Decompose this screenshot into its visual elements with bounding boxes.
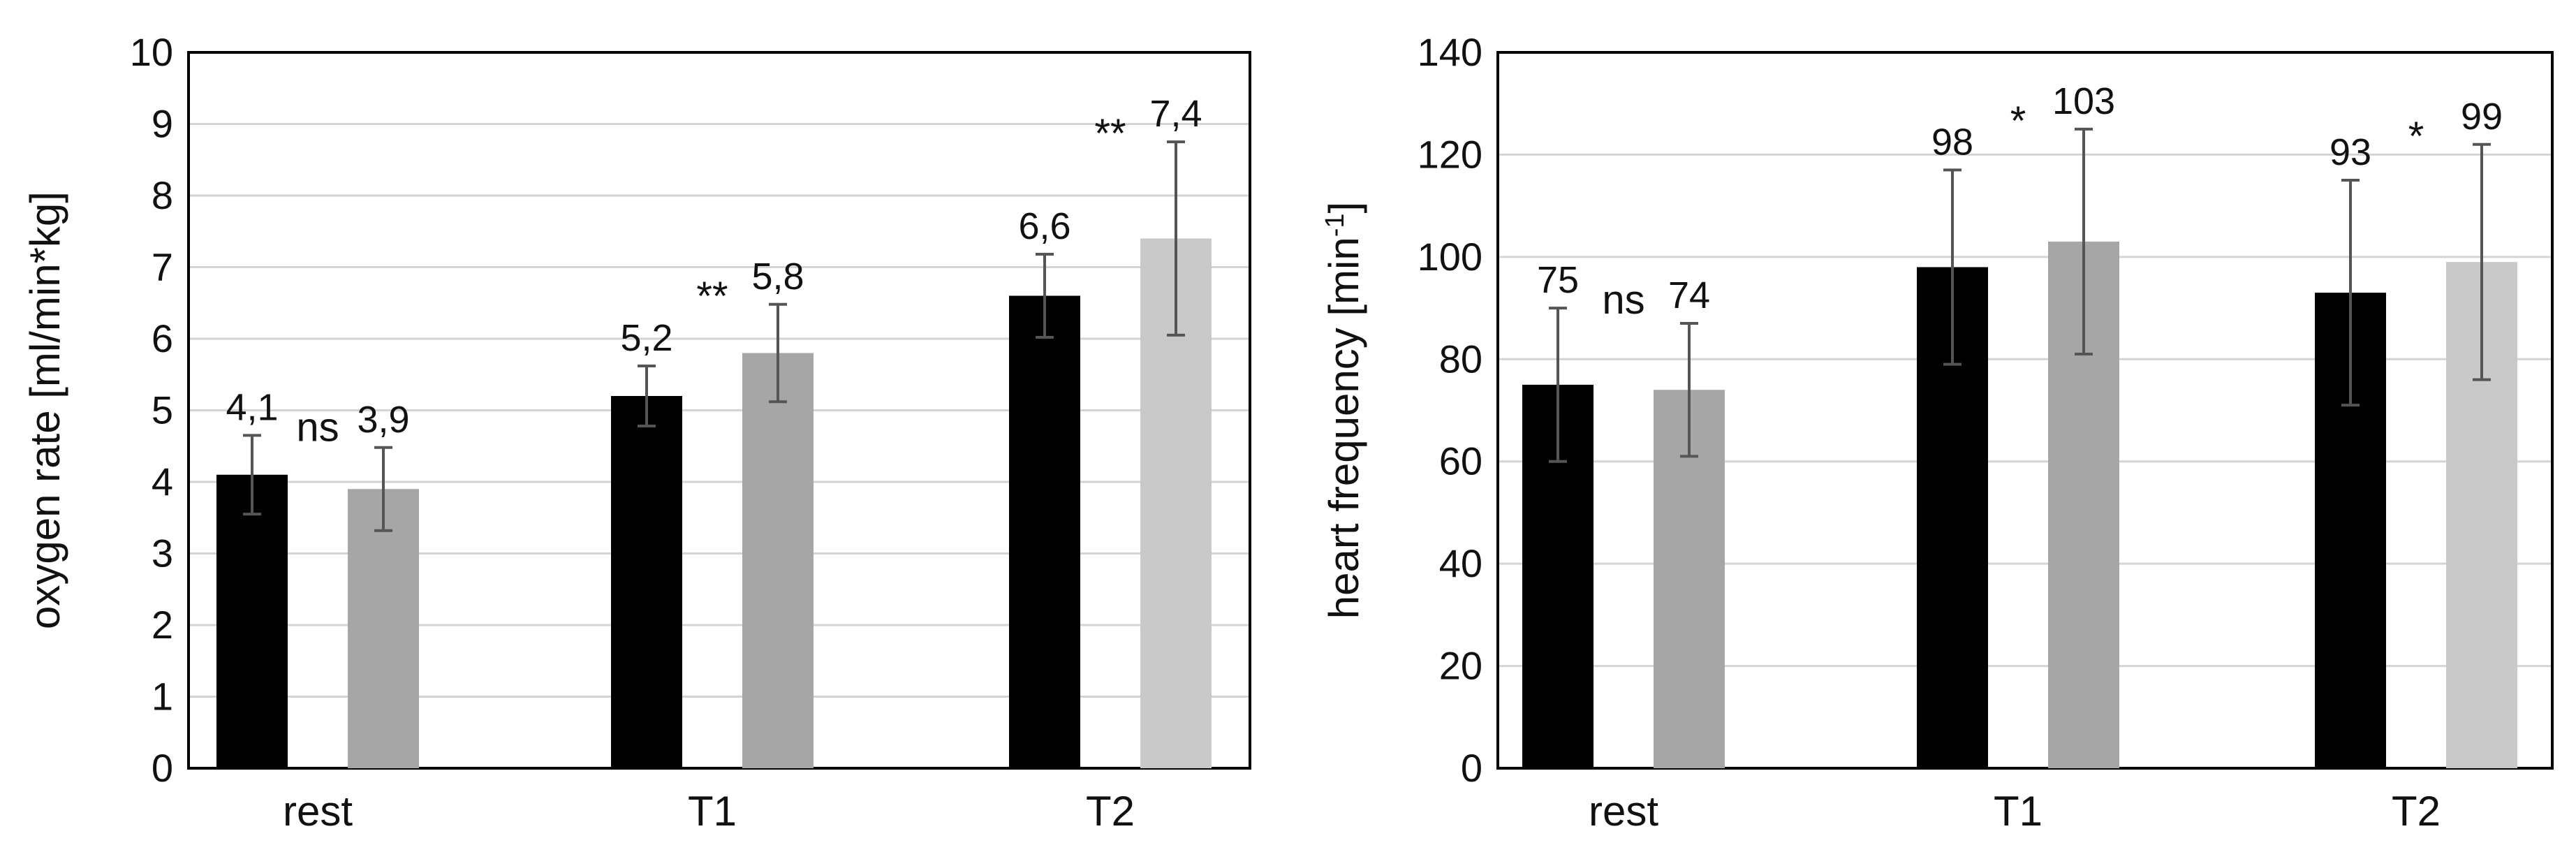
significance-label: ** — [696, 274, 728, 319]
value-label: 6,6 — [1018, 205, 1070, 247]
significance-label: ns — [1602, 277, 1644, 323]
y-tick-label: 10 — [130, 30, 173, 74]
y-tick-label: 0 — [152, 746, 173, 790]
value-label: 5,8 — [751, 256, 804, 298]
value-label: 103 — [2052, 80, 2115, 122]
y-tick-label: 0 — [1461, 746, 1482, 790]
value-label: 75 — [1537, 259, 1579, 301]
y-tick-label: 5 — [152, 388, 173, 432]
y-tick-label: 8 — [152, 173, 173, 217]
y-tick-label: 20 — [1439, 644, 1482, 688]
value-label: 74 — [1668, 274, 1710, 316]
plot-frame — [187, 51, 1251, 770]
bar — [1009, 295, 1080, 768]
y-axis-label: oxygen rate [ml/min*kg] — [22, 191, 68, 629]
y-tick-label: 3 — [152, 531, 173, 575]
value-label: 5,2 — [620, 317, 672, 359]
heart-frequency-chart: 0 20 40 60 80 100 120 140 heart frequency [min-1… — [1320, 30, 2554, 835]
x-category-label: T2 — [1086, 788, 1135, 835]
value-label: 93 — [2330, 131, 2371, 173]
value-label: 3,9 — [357, 399, 409, 441]
y-tick-label: 40 — [1439, 541, 1482, 585]
y-tick-label: 1 — [152, 675, 173, 719]
value-label: 98 — [1931, 121, 1973, 163]
y-tick-label: 80 — [1439, 337, 1482, 381]
oxygen-rate-chart: 0 1 2 3 4 5 6 7 8 9 10 oxygen rate [ml/min*kg] 4,1 3,… — [22, 30, 1251, 835]
y-tick-label: 2 — [152, 603, 173, 647]
bar — [611, 396, 682, 768]
y-tick-label: 6 — [152, 316, 173, 360]
significance-label: ** — [1094, 111, 1126, 156]
y-tick-label: 4 — [152, 460, 173, 504]
y-tick-label: 100 — [1418, 235, 1482, 279]
y-tick-label: 120 — [1418, 132, 1482, 176]
x-category-label: T2 — [2392, 788, 2441, 835]
x-category-label: rest — [1589, 788, 1658, 835]
x-category-label: T1 — [1994, 788, 2043, 835]
x-category-label: T1 — [688, 788, 737, 835]
y-axis-label: heart frequency [min-1] — [1320, 202, 1367, 619]
bar — [348, 489, 419, 768]
significance-label: ns — [296, 404, 339, 450]
value-label: 4,1 — [226, 386, 278, 428]
bar — [216, 474, 288, 768]
value-label: 99 — [2461, 96, 2503, 138]
value-label: 7,4 — [1149, 93, 1202, 135]
significance-label: * — [2010, 98, 2026, 144]
bar — [742, 353, 814, 768]
plot-frame — [1496, 51, 2554, 770]
y-tick-label: 60 — [1439, 439, 1482, 483]
significance-label: * — [2408, 114, 2424, 159]
y-tick-label: 140 — [1418, 30, 1482, 74]
x-category-label: rest — [283, 788, 353, 835]
y-tick-label: 7 — [152, 245, 173, 289]
y-tick-label: 9 — [152, 102, 173, 146]
